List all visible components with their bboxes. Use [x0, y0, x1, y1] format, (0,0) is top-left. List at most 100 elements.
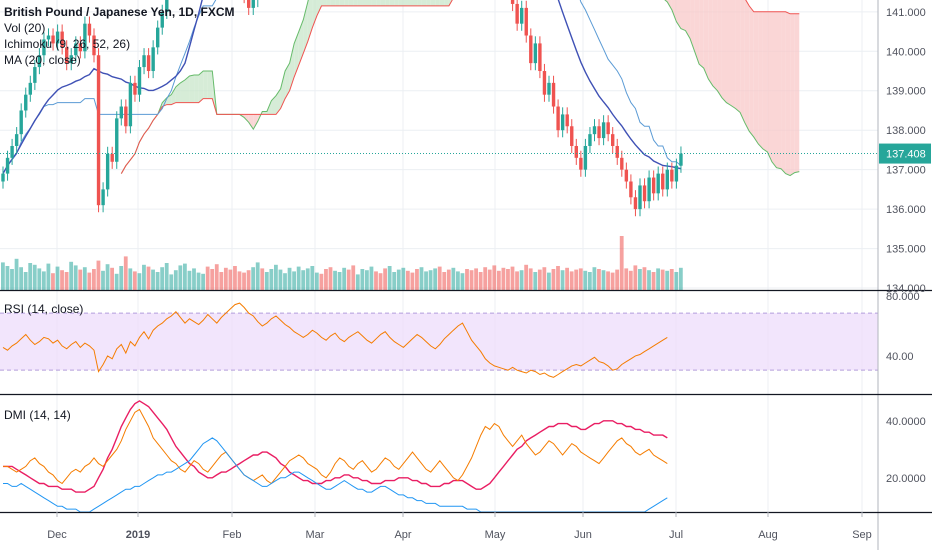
volume-bar [597, 269, 601, 290]
kumo-segment [316, 0, 322, 16]
candle-body [615, 145, 619, 158]
volume-bar [178, 265, 183, 290]
rsi-tick-label: 80.000 [886, 291, 920, 303]
candle-body [151, 47, 155, 72]
time-tick-label: Jul [669, 529, 683, 541]
kumo-segment [298, 19, 304, 66]
volume-bar [155, 272, 160, 290]
candle-body [119, 106, 123, 119]
kumo-segment [376, 0, 381, 6]
volume-bar [506, 269, 510, 290]
kumo-segment [717, 0, 722, 98]
volume-bar [64, 272, 69, 290]
kumo-segment [189, 74, 195, 103]
candle-body [146, 55, 151, 72]
kumo-segment [394, 0, 399, 6]
candle-body [124, 106, 128, 127]
time-tick-label: Sep [852, 529, 872, 541]
price-tick-label: 139.000 [886, 86, 926, 98]
kumo-segment [380, 0, 386, 6]
candle-body [674, 165, 679, 182]
candle-body [565, 114, 569, 127]
kumo-segment [735, 0, 741, 113]
volume-bar [264, 272, 269, 290]
ichimoku-cloud-layer [121, 0, 800, 176]
kumo-segment [185, 75, 190, 103]
candle-body [583, 145, 588, 170]
kumo-segment [790, 13, 795, 176]
kumo-segment [694, 0, 700, 65]
kumo-segment [271, 95, 276, 115]
volume-bar [606, 271, 610, 290]
volume-bar [483, 267, 488, 290]
volume-bar [533, 272, 538, 290]
candle-body [37, 55, 42, 68]
volume-bar [187, 270, 192, 290]
volume-bar [501, 267, 506, 290]
volume-bar [205, 266, 210, 290]
kumo-segment [280, 71, 286, 109]
volume-bar [560, 270, 565, 290]
volume-bar [28, 263, 33, 290]
legend-ma[interactable]: MA (20, close) [4, 53, 81, 67]
last-price-badge: 137.408 [879, 143, 931, 164]
volume-bar [647, 270, 651, 290]
candle-body [647, 177, 651, 202]
time-tick-label: May [485, 529, 506, 541]
kumo-segment [781, 11, 786, 174]
dmi-adx-line [3, 400, 668, 493]
volume-bar [319, 273, 324, 290]
candle-body [105, 153, 110, 190]
candle-body [1, 173, 5, 182]
volume-bar [69, 261, 74, 290]
kumo-segment [321, 0, 327, 6]
candle-body [597, 126, 601, 139]
kumo-segment [389, 0, 395, 6]
candle-body [574, 145, 578, 158]
volume-bar [123, 256, 128, 290]
kumo-segment [398, 0, 404, 6]
dmi-legend[interactable]: DMI (14, 14) [4, 408, 71, 422]
kumo-segment [253, 114, 258, 130]
volume-bar [151, 269, 155, 290]
rsi-legend[interactable]: RSI (14, close) [4, 302, 84, 316]
kumo-segment [294, 31, 299, 77]
volume-bar [360, 269, 365, 290]
candle-body [556, 106, 560, 131]
volume-bar [214, 264, 219, 290]
symbol-title[interactable]: British Pound / Japanese Yen, 1D, FXCM [4, 5, 235, 19]
volume-bar [474, 268, 478, 290]
candle-body [92, 35, 96, 56]
kumo-segment [262, 111, 267, 115]
volume-bar [342, 267, 347, 290]
candle-body [33, 67, 37, 83]
legend-vol[interactable]: Vol (20) [4, 21, 46, 35]
kumo-segment [203, 71, 208, 99]
candle-body [65, 47, 69, 64]
volume-bar [333, 270, 337, 290]
candle-body [524, 7, 528, 36]
volume-bar [324, 269, 328, 290]
senkou-span-b-line [120, 0, 800, 174]
legend-ichimoku[interactable]: Ichimoku (9, 26, 52, 26) [4, 37, 131, 51]
volume-bar [638, 269, 642, 290]
kumo-segment [348, 0, 354, 6]
candle-body [624, 169, 629, 182]
candle-body [520, 7, 524, 24]
volume-bar [556, 266, 560, 290]
volume-bar [369, 266, 374, 290]
volume-bar [519, 270, 524, 290]
kumo-segment [353, 0, 358, 6]
candle-body [515, 3, 519, 24]
candle-body [160, 11, 164, 28]
kumo-segment [407, 0, 413, 6]
candle-body [110, 153, 114, 162]
volume-bar [465, 269, 469, 290]
volume-bar [396, 269, 401, 290]
volume-bar [619, 236, 624, 290]
kumo-segment [444, 0, 449, 6]
volume-bar [287, 267, 292, 290]
